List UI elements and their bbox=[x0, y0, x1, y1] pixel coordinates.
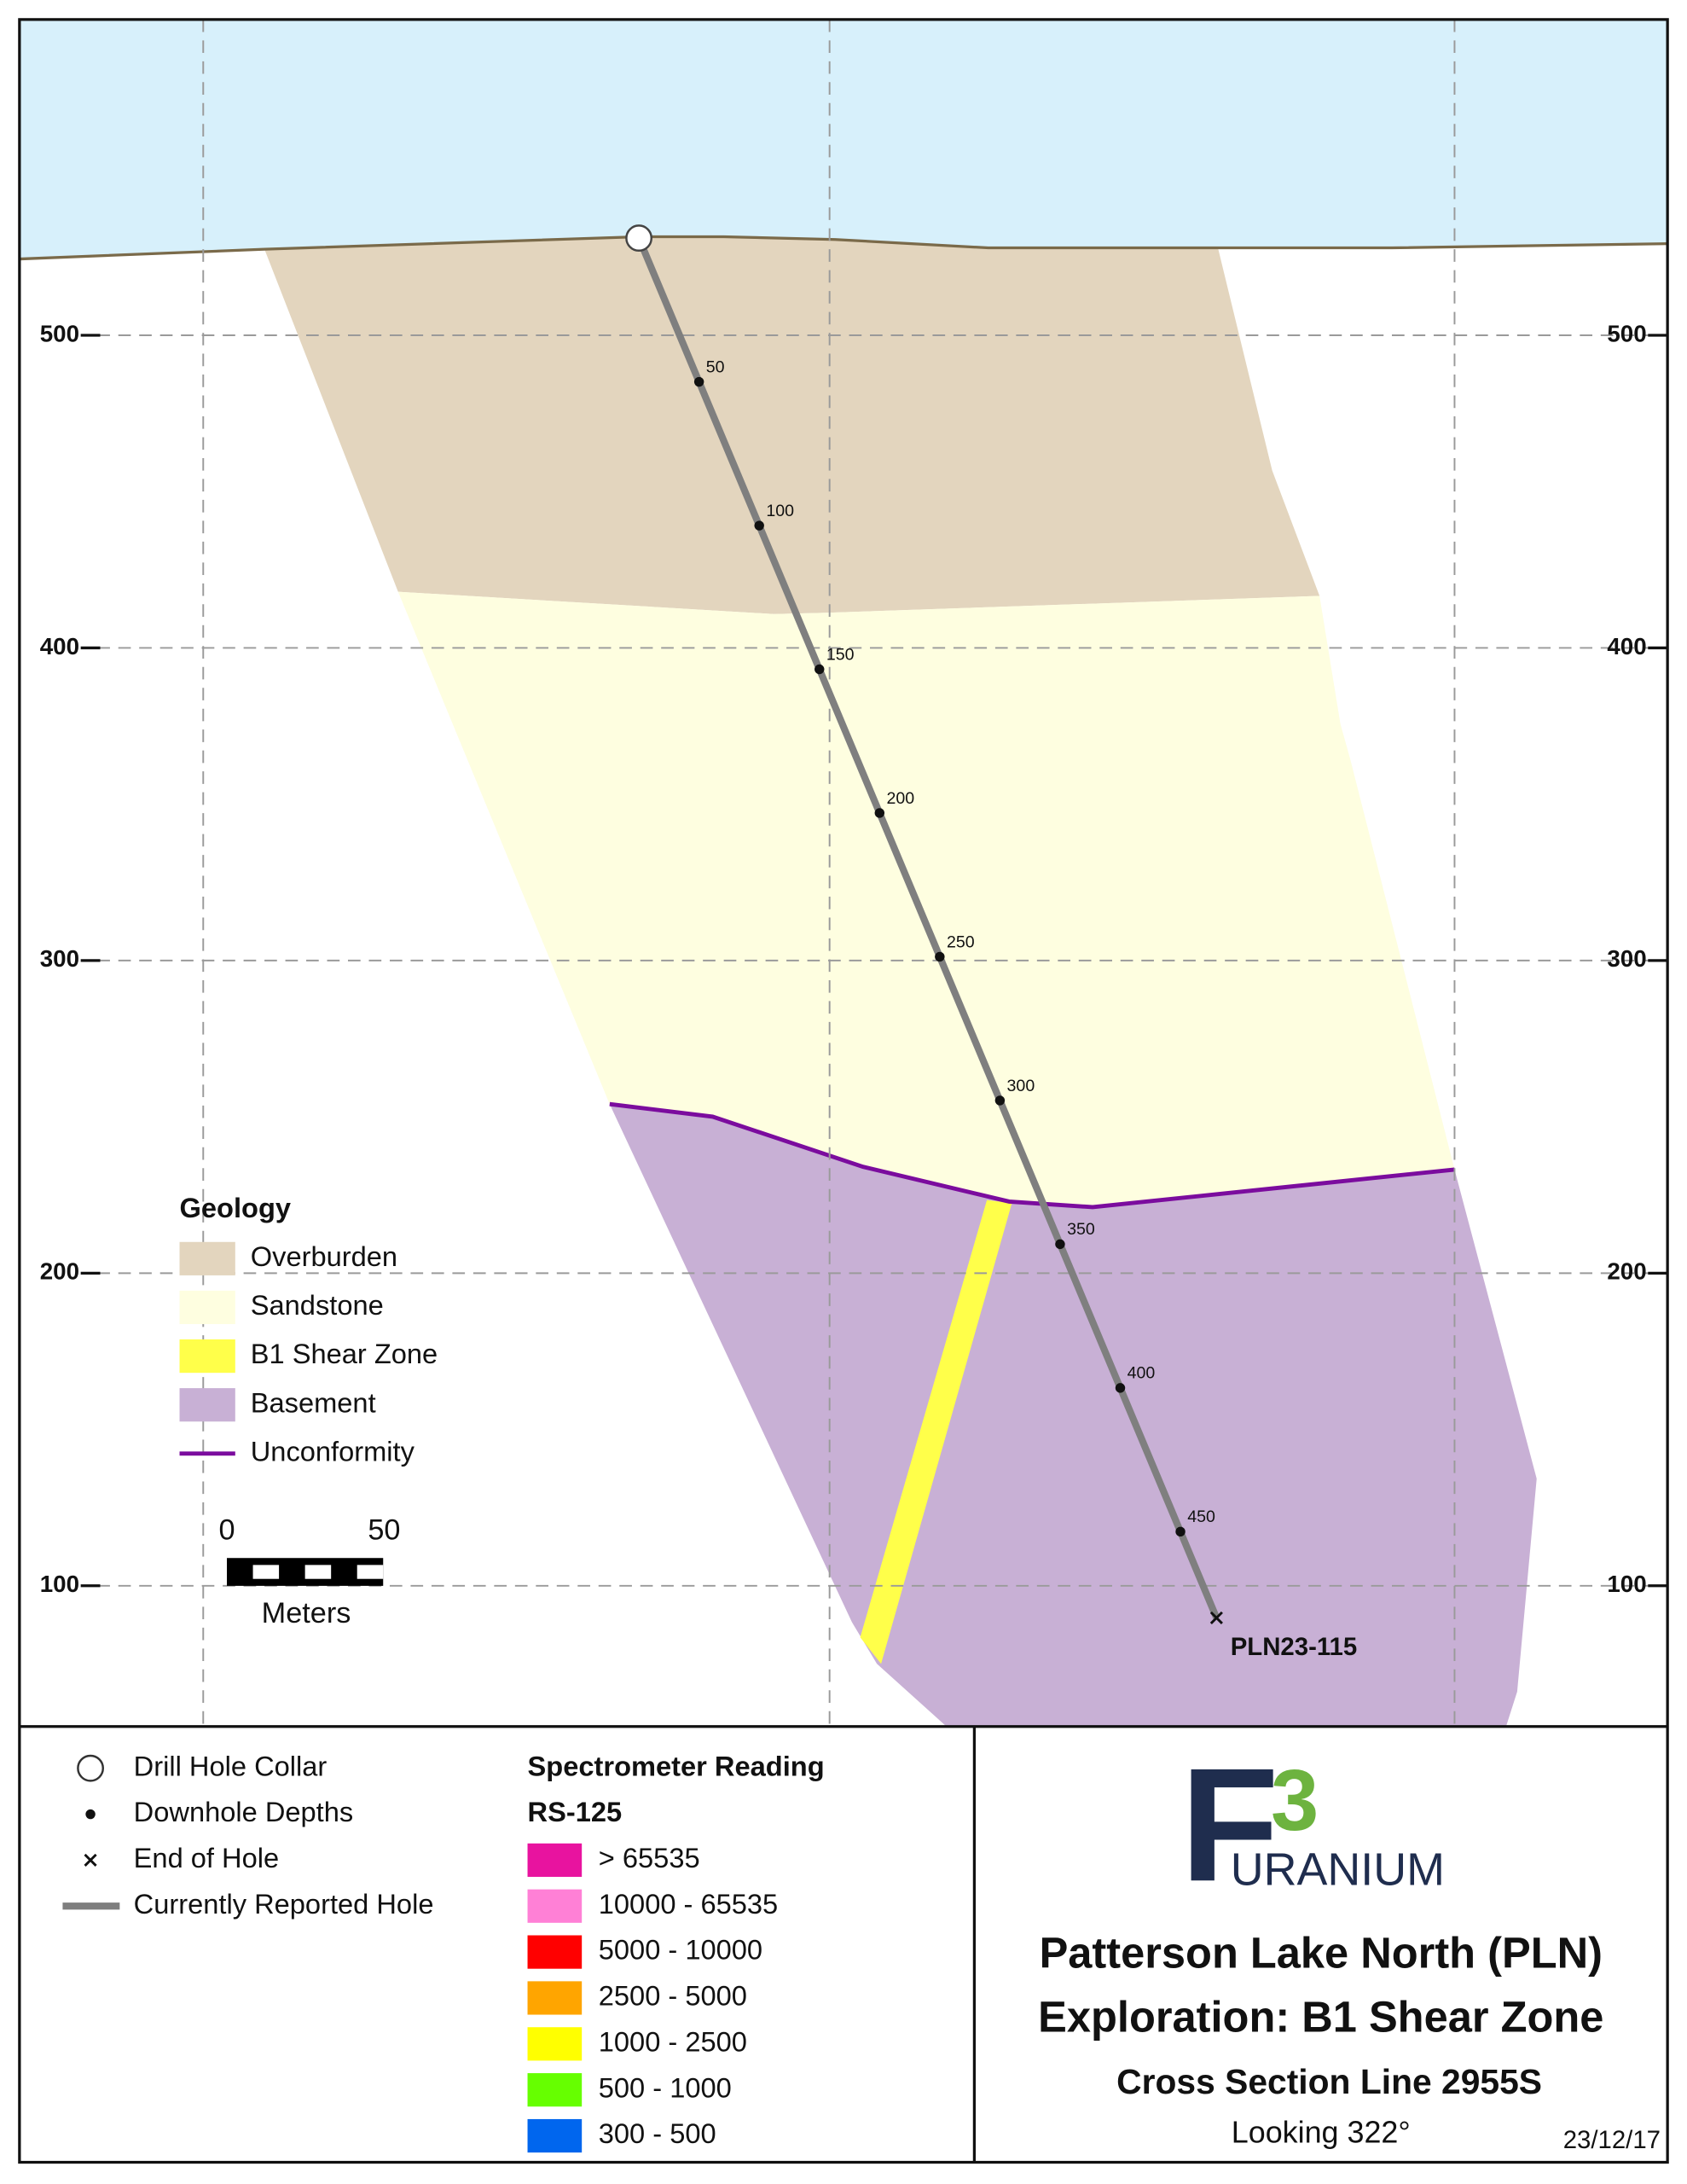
legend-label: 5000 - 10000 bbox=[599, 1934, 762, 1966]
view-direction: Looking 322° bbox=[1232, 2115, 1411, 2149]
legend-label: Overburden bbox=[251, 1240, 397, 1272]
geology-legend: Geology Overburden Sandstone B1 Shear Zone… bbox=[179, 1192, 438, 1467]
legend-label: Sandstone bbox=[251, 1289, 384, 1321]
legend-swatch bbox=[179, 1290, 235, 1325]
basement bbox=[609, 1104, 1537, 1727]
scale-segment bbox=[252, 1565, 280, 1579]
scale-unit: Meters bbox=[262, 1597, 351, 1629]
scale-bar: 0 50 Meters bbox=[218, 1513, 400, 1629]
y-tick-label: 100 bbox=[40, 1571, 79, 1597]
unconformity bbox=[609, 1101, 1455, 1210]
legend-swatch bbox=[527, 1981, 583, 2015]
spectrometer-legend: Spectrometer Reading RS-125 > 65535 10000… bbox=[527, 1750, 825, 2153]
logo-letter: F bbox=[1180, 1735, 1279, 1915]
scale-segment bbox=[357, 1565, 384, 1579]
hole-name: PLN23-115 bbox=[1231, 1633, 1358, 1661]
depth-marker bbox=[994, 1095, 1006, 1106]
vertical-grid bbox=[202, 19, 1456, 1727]
overburden bbox=[264, 236, 1320, 614]
depth-label: 400 bbox=[1128, 1364, 1156, 1383]
depth-symbol bbox=[85, 1809, 96, 1820]
outer-border bbox=[18, 18, 1669, 2164]
title-block: Patterson Lake North (PLN) Exploration: … bbox=[1038, 1928, 1661, 2153]
legend-title: Spectrometer Reading bbox=[528, 1750, 825, 1781]
depth-label: 250 bbox=[947, 932, 975, 951]
legend-label: Basement bbox=[251, 1386, 376, 1418]
y-tick-label: 200 bbox=[1607, 1258, 1646, 1285]
legend-swatch bbox=[527, 2073, 583, 2107]
depth-marker bbox=[1115, 1383, 1126, 1393]
y-tick-label: 100 bbox=[1607, 1571, 1646, 1597]
end-of-hole bbox=[1209, 1611, 1223, 1624]
logo-word: URANIUM bbox=[1231, 1844, 1445, 1895]
sandstone bbox=[397, 591, 1455, 1207]
legend-label: Drill Hole Collar bbox=[134, 1750, 328, 1781]
legend-swatch bbox=[527, 1935, 583, 1969]
depth-label: 150 bbox=[826, 645, 855, 664]
shear-zone bbox=[860, 1199, 1012, 1664]
scale-start: 0 bbox=[218, 1513, 235, 1546]
y-tick-label: 500 bbox=[1607, 320, 1646, 346]
legend-label: 1000 - 2500 bbox=[599, 2025, 747, 2057]
y-tick-label: 400 bbox=[1607, 633, 1646, 659]
legend-label: 10000 - 65535 bbox=[599, 1888, 778, 1920]
legend-swatch bbox=[527, 1889, 583, 1923]
legend-swatch bbox=[527, 2118, 583, 2153]
legend-label: 500 - 1000 bbox=[599, 2071, 732, 2103]
legend-label: 300 - 500 bbox=[599, 2117, 716, 2149]
title: Exploration: B1 Shear Zone bbox=[1038, 1992, 1603, 2041]
hole-legend: Drill Hole Collar Downhole Depths End of… bbox=[62, 1750, 433, 1920]
y-tick-label: 400 bbox=[40, 633, 79, 659]
depth-label: 450 bbox=[1187, 1507, 1215, 1526]
geology-units bbox=[264, 236, 1537, 1727]
logo: F 3 URANIUM bbox=[1180, 1735, 1445, 1915]
depth-marker bbox=[1175, 1526, 1186, 1537]
scale-segment bbox=[304, 1565, 332, 1579]
legend-title: Geology bbox=[180, 1192, 292, 1223]
legend-label: > 65535 bbox=[599, 1842, 700, 1873]
title: Patterson Lake North (PLN) bbox=[1040, 1928, 1603, 1977]
topography bbox=[19, 235, 1668, 261]
legend-label: Downhole Depths bbox=[134, 1796, 354, 1827]
collar bbox=[625, 224, 653, 252]
depth-label: 50 bbox=[706, 357, 725, 376]
legend-label: Currently Reported Hole bbox=[134, 1888, 434, 1920]
y-tick-label: 500 bbox=[40, 320, 79, 346]
depth-marker bbox=[874, 808, 885, 818]
legend-label: Unconformity bbox=[251, 1435, 415, 1467]
depth-marker bbox=[815, 664, 825, 675]
legend-swatch bbox=[179, 1339, 235, 1374]
depth-label: 350 bbox=[1067, 1220, 1095, 1239]
legend-swatch bbox=[179, 1388, 235, 1422]
depth-marker bbox=[754, 520, 764, 531]
drill-hole: PLN23-115 50 100 150 200 250 300 350 400 450 bbox=[625, 224, 1358, 1661]
y-tick-label: 200 bbox=[40, 1258, 79, 1285]
date: 23/12/17 bbox=[1563, 2126, 1661, 2154]
depth-marker bbox=[693, 376, 704, 387]
y-tick-label: 300 bbox=[1607, 945, 1646, 972]
y-tick-label: 300 bbox=[40, 945, 79, 972]
legend-label: End of Hole bbox=[134, 1842, 280, 1873]
depth-marker bbox=[935, 951, 945, 962]
end-symbol bbox=[84, 1853, 97, 1867]
section-name: Cross Section Line 2955S bbox=[1116, 2062, 1542, 2101]
logo-number: 3 bbox=[1271, 1752, 1319, 1849]
legend-swatch bbox=[527, 2027, 583, 2061]
legend-swatch bbox=[527, 1843, 583, 1877]
depth-label: 200 bbox=[886, 789, 914, 808]
scale-end: 50 bbox=[368, 1513, 400, 1546]
legend-label: 2500 - 5000 bbox=[599, 1980, 747, 2012]
legend-label: B1 Shear Zone bbox=[251, 1338, 438, 1369]
depth-label: 300 bbox=[1007, 1077, 1035, 1095]
legend-swatch bbox=[179, 1241, 235, 1275]
collar-symbol bbox=[77, 1754, 104, 1782]
depth-label: 100 bbox=[766, 502, 794, 520]
sky bbox=[19, 19, 1668, 259]
depth-marker bbox=[1055, 1239, 1065, 1250]
legend-subtitle: RS-125 bbox=[528, 1796, 623, 1827]
